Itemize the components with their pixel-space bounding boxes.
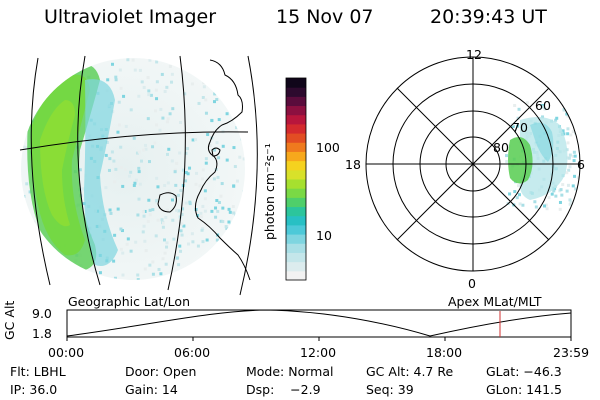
colorbar-swatch	[286, 123, 306, 134]
colorbar-swatch	[286, 252, 306, 263]
time-tick-0600: 06:00	[174, 345, 211, 360]
mlat-label-60: 60	[535, 98, 551, 113]
colorbar-tick-10: 10	[316, 228, 332, 243]
dsp-info: Dsp: −2.9	[246, 382, 321, 397]
colorbar-swatch	[286, 151, 306, 162]
date-label: 15 Nov 07	[276, 6, 374, 28]
colorbar-swatch	[286, 78, 306, 88]
colorbar-swatch	[286, 142, 306, 152]
glat-info: GLat: −46.3	[486, 364, 562, 379]
gc-alt-info: GC Alt: 4.7 Re	[366, 364, 454, 379]
colorbar	[286, 78, 306, 281]
mlt-label-12: 12	[466, 47, 482, 62]
colorbar-swatch	[286, 197, 306, 208]
colorbar-swatch	[286, 114, 306, 125]
colorbar-swatch	[286, 270, 306, 281]
colorbar-swatch	[286, 215, 306, 226]
glon-info: GLon: 141.5	[486, 382, 562, 397]
mlt-label-18: 18	[345, 157, 361, 172]
time-tick-1200: 12:00	[300, 345, 337, 360]
geographic-globe-image	[21, 58, 245, 280]
instrument-title: Ultraviolet Imager	[44, 6, 217, 28]
altitude-tick-high: 9.0	[32, 306, 52, 321]
colorbar-swatch	[286, 179, 306, 189]
apex-label: Apex MLat/MLT	[448, 294, 542, 309]
mlat-label-70: 70	[512, 120, 528, 135]
colorbar-swatch	[286, 87, 306, 97]
gain-info: Gain: 14	[125, 382, 178, 397]
time-tick-0000: 00:00	[48, 345, 85, 360]
mlat-label-80: 80	[493, 140, 509, 155]
colorbar-swatch	[286, 206, 306, 217]
colorbar-frame	[285, 77, 307, 281]
seq-info: Seq: 39	[366, 382, 414, 397]
polar-plot	[365, 56, 581, 272]
altitude-axis-label: GC Alt	[2, 300, 17, 340]
filter-info: Flt: LBHL	[10, 364, 66, 379]
colorbar-swatch	[286, 96, 306, 107]
colorbar-swatch	[286, 105, 306, 116]
geo-grid-lines	[19, 55, 258, 296]
colorbar-swatch	[286, 169, 306, 180]
colorbar-swatch	[286, 188, 306, 198]
colorbar-swatch	[286, 224, 306, 235]
colorbar-swatch	[286, 160, 306, 171]
geographic-label: Geographic Lat/Lon	[68, 294, 190, 309]
coastlines	[157, 59, 251, 281]
colorbar-swatch	[286, 234, 306, 244]
time-tick-1800: 18:00	[426, 345, 463, 360]
mlt-label-0: 0	[468, 276, 476, 291]
altitude-plot	[66, 309, 572, 341]
colorbar-swatch	[286, 133, 306, 143]
altitude-tick-low: 1.8	[32, 326, 52, 341]
colorbar-swatch	[286, 261, 306, 272]
ip-info: IP: 36.0	[10, 382, 58, 397]
mode-info: Mode: Normal	[246, 364, 334, 379]
colorbar-tick-100: 100	[316, 140, 340, 155]
colorbar-swatch	[286, 243, 306, 253]
mlt-label-6: 6	[577, 157, 585, 172]
time-tick-2359: 23:59	[553, 345, 590, 360]
time-label: 20:39:43 UT	[430, 6, 547, 28]
colorbar-unit-label: photon cm⁻²s⁻¹	[262, 143, 277, 240]
door-info: Door: Open	[125, 364, 197, 379]
